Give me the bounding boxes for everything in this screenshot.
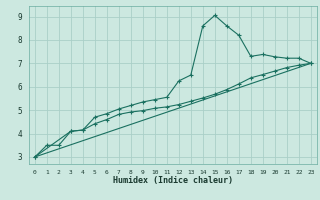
X-axis label: Humidex (Indice chaleur): Humidex (Indice chaleur) (113, 176, 233, 185)
